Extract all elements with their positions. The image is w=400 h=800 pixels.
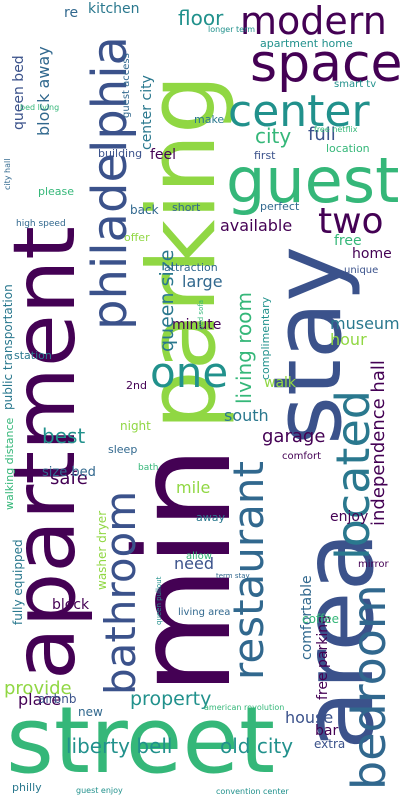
word-smart-tv: smart tv [334,79,377,90]
word-philly: philly [12,781,42,794]
word-coffee: coffee [302,612,339,626]
word-city: city [255,124,292,148]
word-living-room: living room [232,292,256,404]
word-need: need [174,554,214,573]
word-guest-access: guest access [121,53,132,118]
word-longer-term: longer term [208,25,256,34]
word-block: block [52,597,90,613]
word-center-city: center city [139,75,155,150]
word-two: two [318,201,384,242]
word-night: night [120,419,151,433]
word-bed-sofa: bed sofa [197,299,205,330]
word-offer: offer [124,231,150,244]
word-short: short [172,201,201,214]
word-public-transportation: public transportation [1,284,15,410]
word-block-away: block away [34,46,53,136]
word-property: property [130,688,212,710]
word-best: best [42,424,86,448]
word-street: street [6,687,276,794]
word-2nd: 2nd [126,379,147,392]
word-guest: guest [226,144,400,217]
word-high-speed: high speed [16,219,66,229]
word-new: new [78,705,103,719]
word-unique: unique [344,265,379,276]
word-independence-hall: independence hall [368,360,389,526]
word-american-revolution: american revolution [204,703,285,712]
word-guest-enjoy: guest enjoy [76,786,123,795]
word-back: back [130,203,159,217]
word-garage: garage [262,426,326,447]
word-comfort: comfort [282,451,322,462]
word-complimentary: complimentary [259,296,272,380]
word-old-city: old city [220,734,294,758]
word-city-hall: city hall [3,158,12,190]
word-museum: museum [330,314,400,333]
word-queen-bed: queen bed [11,55,27,130]
word-minute: minute [172,317,222,333]
word-convention-center: convention center [216,787,289,796]
word-free-parking: free parking [315,614,331,700]
word-floor: floor [178,6,224,30]
word-enjoy: enjoy [330,509,369,525]
word-space: space [250,34,400,94]
word-first: first [254,149,276,162]
word-feel: feel [150,147,177,163]
word-restaurant: restaurant [224,461,273,680]
word-one: one [150,348,229,397]
word-building: building [98,147,143,160]
word-free-netflix: free netflix [314,125,358,134]
word-hour: hour [330,330,367,349]
word-location: location [326,142,370,155]
word-apartment-home: apartment home [260,37,353,50]
word-term-stay: term stay [216,572,250,580]
word-walking-distance: walking distance [3,417,16,510]
word-please: please [38,185,75,198]
word-modern: modern [240,0,387,43]
word-home: home [352,246,392,262]
word-fully-equipped: fully equipped [11,539,25,625]
word-size-bed: size bed [42,465,96,480]
word-free: free [334,233,362,249]
word-away: away [196,511,225,524]
word-attraction: attraction [164,261,218,274]
word-washer-dryer: washer dryer [95,510,109,590]
word-provide: provide [4,678,72,699]
word-perfect: perfect [260,200,300,213]
word-bedroom: bedroom [342,584,396,790]
word-bed-living: bed living [20,103,60,112]
word-walk: walk [264,375,297,391]
word-airbnb: airbnb [38,692,77,706]
word-allow: allow [186,551,212,562]
word-station: station [14,349,52,362]
word-center: center [228,86,370,137]
word-living-area: living area [178,607,231,618]
word-queen-pullout: queen pullout [155,576,163,625]
word-mirror: mirror [358,559,389,570]
word-make: make [194,113,225,126]
word-mile: mile [176,478,211,497]
word-south: south [224,406,269,425]
word-large: large [182,272,223,291]
word-sleep: sleep [108,443,138,456]
word-bath: bath [138,463,159,473]
word-liberty-bell: liberty bell [66,734,173,758]
word-kitchen: kitchen [88,1,140,17]
word-re: re [64,5,79,21]
word-available: available [220,216,293,235]
word-full: full [308,124,336,145]
word-place: place [18,690,62,709]
word-safe: safe [50,468,88,489]
word-bar: bar [315,723,339,739]
word-extra: extra [314,737,346,751]
word-house: house [285,708,334,727]
